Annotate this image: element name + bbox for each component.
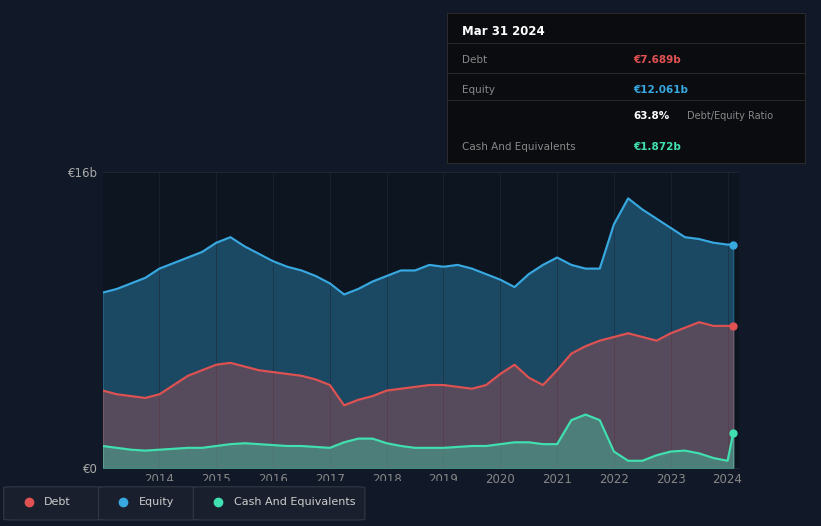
Text: 63.8%: 63.8%: [633, 110, 669, 120]
Text: Debt: Debt: [44, 497, 71, 508]
Text: €1.872b: €1.872b: [633, 142, 681, 152]
Text: Equity: Equity: [461, 85, 495, 95]
Text: Equity: Equity: [140, 497, 175, 508]
Text: Debt/Equity Ratio: Debt/Equity Ratio: [686, 110, 773, 120]
FancyBboxPatch shape: [194, 487, 365, 520]
Text: Mar 31 2024: Mar 31 2024: [461, 25, 544, 38]
Text: €12.061b: €12.061b: [633, 85, 688, 95]
FancyBboxPatch shape: [99, 487, 198, 520]
FancyBboxPatch shape: [3, 487, 103, 520]
Text: €7.689b: €7.689b: [633, 55, 681, 65]
Text: Debt: Debt: [461, 55, 487, 65]
Text: Cash And Equivalents: Cash And Equivalents: [461, 142, 576, 152]
Text: Cash And Equivalents: Cash And Equivalents: [234, 497, 355, 508]
